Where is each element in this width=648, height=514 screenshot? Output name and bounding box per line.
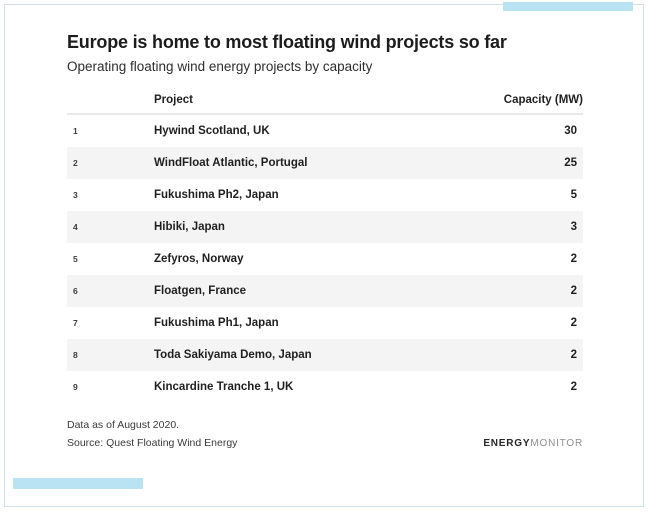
project-cell: Hibiki, Japan — [154, 221, 225, 233]
chart-content: Europe is home to most floating wind pro… — [67, 30, 583, 452]
logo-monitor: MONITOR — [530, 438, 583, 449]
rank-cell: 3 — [73, 190, 78, 200]
projects-table: Project Capacity (MW) 1 Hywind Scotland,… — [67, 87, 583, 403]
logo-energy: ENERGY — [483, 438, 531, 449]
project-cell: Toda Sakiyama Demo, Japan — [154, 349, 312, 361]
table-row: 8 Toda Sakiyama Demo, Japan 2 — [67, 339, 583, 371]
table-header-row: Project Capacity (MW) — [67, 87, 583, 115]
column-header-project: Project — [154, 94, 193, 106]
source-note: Source: Quest Floating Wind Energy — [67, 437, 238, 449]
accent-bar-top — [503, 2, 633, 11]
capacity-cell: 2 — [570, 317, 577, 329]
rank-cell: 8 — [73, 350, 78, 360]
capacity-cell: 25 — [564, 157, 577, 169]
chart-title: Europe is home to most floating wind pro… — [67, 32, 507, 52]
column-header-capacity: Capacity (MW) — [503, 94, 583, 106]
footer-notes: Data as of August 2020. Source: Quest Fl… — [67, 416, 583, 452]
project-cell: Zefyros, Norway — [154, 253, 244, 265]
rank-cell: 4 — [73, 222, 78, 232]
project-cell: WindFloat Atlantic, Portugal — [154, 157, 308, 169]
table-row: 3 Fukushima Ph2, Japan 5 — [67, 179, 583, 211]
table-row: 1 Hywind Scotland, UK 30 — [67, 115, 583, 147]
project-cell: Fukushima Ph2, Japan — [154, 189, 279, 201]
table-row: 5 Zefyros, Norway 2 — [67, 243, 583, 275]
rank-cell: 2 — [73, 158, 78, 168]
rank-cell: 1 — [73, 126, 78, 136]
capacity-cell: 3 — [570, 221, 577, 233]
capacity-cell: 2 — [570, 349, 577, 361]
capacity-cell: 5 — [570, 189, 577, 201]
table-row: 9 Kincardine Tranche 1, UK 2 — [67, 371, 583, 403]
table-body: 1 Hywind Scotland, UK 30 2 WindFloat Atl… — [67, 115, 583, 403]
capacity-cell: 30 — [564, 125, 577, 137]
chart-subtitle: Operating floating wind energy projects … — [67, 59, 373, 74]
data-note: Data as of August 2020. — [67, 419, 180, 431]
rank-cell: 9 — [73, 382, 78, 392]
capacity-cell: 2 — [570, 253, 577, 265]
project-cell: Fukushima Ph1, Japan — [154, 317, 279, 329]
capacity-cell: 2 — [570, 285, 577, 297]
source-row: Source: Quest Floating Wind Energy ENERG… — [67, 434, 583, 452]
table-row: 4 Hibiki, Japan 3 — [67, 211, 583, 243]
rank-cell: 6 — [73, 286, 78, 296]
project-cell: Kincardine Tranche 1, UK — [154, 381, 294, 393]
rank-cell: 5 — [73, 254, 78, 264]
project-cell: Hywind Scotland, UK — [154, 125, 270, 137]
accent-bar-bottom — [13, 478, 143, 489]
rank-cell: 7 — [73, 318, 78, 328]
energy-monitor-logo: ENERGYMONITOR — [483, 438, 583, 449]
project-cell: Floatgen, France — [154, 285, 247, 297]
capacity-cell: 2 — [570, 381, 577, 393]
table-row: 2 WindFloat Atlantic, Portugal 25 — [67, 147, 583, 179]
table-row: 6 Floatgen, France 2 — [67, 275, 583, 307]
table-row: 7 Fukushima Ph1, Japan 2 — [67, 307, 583, 339]
